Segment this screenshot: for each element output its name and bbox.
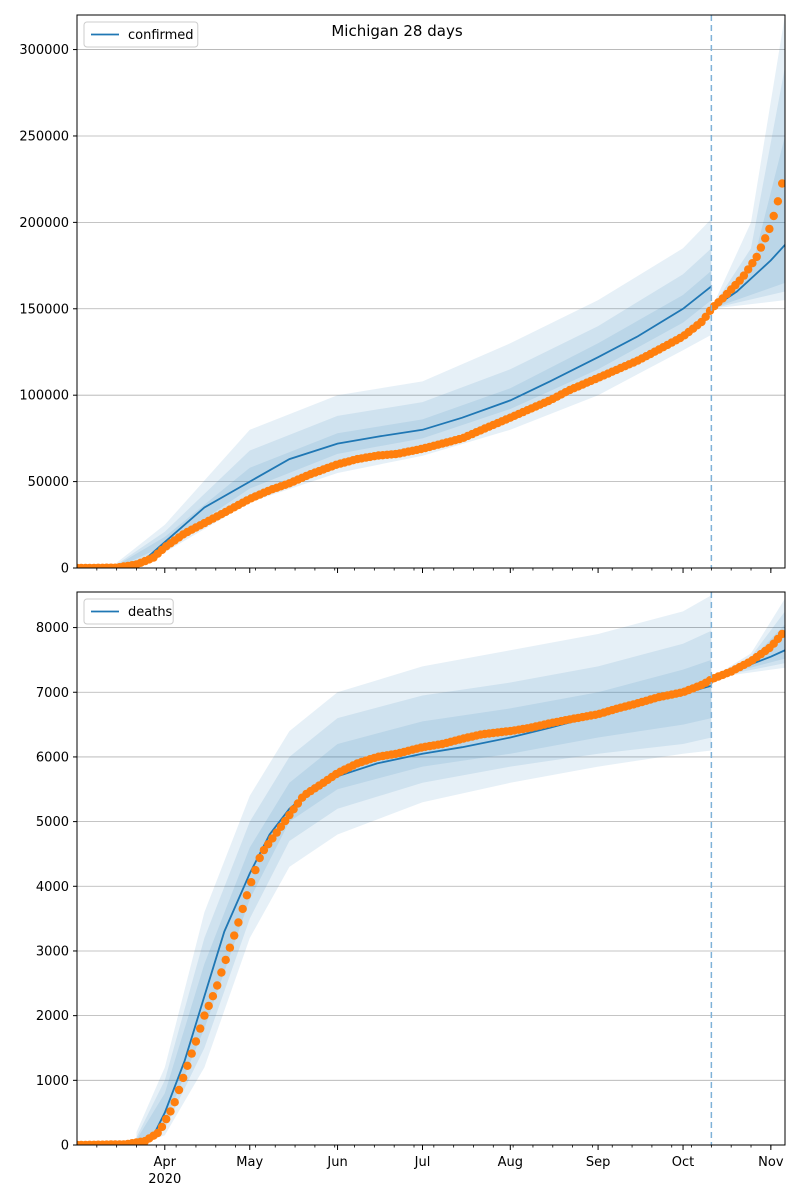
model-line	[77, 285, 712, 568]
uncertainty-band-1	[136, 630, 712, 1145]
observed-point-48	[276, 822, 286, 831]
legend: confirmed	[83, 21, 199, 48]
observed-point-19	[153, 1128, 162, 1138]
ytick-label-8: 8000	[36, 621, 69, 636]
ytick-label-4: 200000	[19, 216, 69, 231]
observed-point-165	[773, 197, 783, 206]
ytick-label-7: 7000	[36, 686, 69, 701]
observed-point-23	[170, 1098, 179, 1107]
ytick-label-0: 0	[61, 1139, 69, 1154]
observed-point-40	[242, 891, 252, 900]
uncertainty-band-4	[711, 66, 785, 309]
uncertainty-band-2	[136, 659, 712, 1145]
ytick-label-5: 250000	[19, 129, 69, 144]
xtick-label-oct: Oct	[672, 1155, 694, 1170]
ytick-label-1: 50000	[28, 475, 69, 490]
observed-point-24	[174, 1085, 184, 1095]
observed-point-166	[778, 179, 785, 188]
observed-point-51	[289, 805, 298, 814]
ytick-label-2: 2000	[36, 1009, 69, 1024]
observed-point-28	[191, 1037, 201, 1046]
observed-point-20	[157, 1122, 167, 1132]
xtick-label-apr: Apr	[154, 1155, 177, 1170]
observed-point-47	[272, 828, 281, 837]
observed-point-35	[221, 955, 230, 965]
observed-point-49	[281, 816, 290, 826]
xtick-label-aug: Aug	[498, 1155, 523, 1170]
observed-point-34	[217, 968, 226, 977]
observed-point-52	[293, 799, 303, 808]
observed-point-42	[251, 865, 260, 875]
observed-point-33	[213, 981, 222, 990]
observed-point-30	[200, 1011, 209, 1020]
legend-box	[83, 598, 174, 625]
observed-point-160	[752, 252, 761, 262]
deaths-panel: 0 1000 2000 3000 4000 5000 6000 7000 8000 Apr May J…	[36, 591, 786, 1187]
observed-point-163	[765, 224, 774, 234]
ytick-label-5: 5000	[36, 815, 69, 830]
observed-point-25	[179, 1073, 188, 1083]
observed-point-159	[748, 259, 757, 268]
xtick-year-label: 2020	[148, 1172, 181, 1187]
uncertainty-band-0	[136, 595, 712, 1145]
observed-point-148	[701, 312, 710, 321]
ytick-label-2: 100000	[19, 389, 69, 404]
plot-area	[77, 15, 785, 568]
observed-point-46	[268, 834, 277, 843]
observed-point-31	[204, 1001, 213, 1011]
observed-point-26	[183, 1061, 192, 1071]
xtick-label-jun: Jun	[326, 1155, 347, 1170]
observed-point-43	[255, 853, 264, 863]
observed-point-44	[259, 845, 269, 855]
observed-point-45	[264, 840, 273, 849]
observed-point-162	[761, 234, 770, 243]
observed-point-36	[225, 943, 235, 952]
legend-label: deaths	[128, 605, 173, 620]
ytick-label-3: 150000	[19, 302, 69, 317]
figure-title: Michigan 28 days	[331, 22, 462, 40]
legend-box	[83, 21, 199, 48]
axes-frame	[76, 14, 786, 569]
ytick-label-4: 4000	[36, 880, 69, 895]
uncertainty-band-4	[711, 611, 785, 678]
observed-point-164	[769, 211, 778, 221]
observed-point-161	[756, 243, 766, 252]
xtick-label-jul: Jul	[414, 1155, 431, 1170]
observed-point-39	[238, 904, 247, 914]
observed-point-157	[739, 271, 749, 280]
xtick-label-may: May	[236, 1155, 263, 1170]
ytick-label-3: 3000	[36, 944, 69, 959]
ytick-label-1: 1000	[36, 1074, 69, 1089]
plot-area	[77, 595, 785, 1145]
observed-point-166	[778, 629, 785, 639]
legend-label: confirmed	[128, 28, 194, 43]
legend: deaths	[83, 598, 174, 625]
observed-point-41	[247, 878, 256, 887]
uncertainty-band-0	[116, 218, 712, 568]
uncertainty-band-5	[711, 136, 785, 309]
xtick-label-nov: Nov	[758, 1155, 784, 1170]
observed-point-27	[187, 1049, 196, 1058]
ytick-label-6: 6000	[36, 750, 69, 765]
observed-point-21	[162, 1114, 171, 1124]
ytick-label-0: 0	[61, 562, 69, 577]
observed-point-29	[196, 1024, 205, 1033]
observed-point-22	[166, 1107, 175, 1116]
xtick-label-sep: Sep	[586, 1155, 611, 1170]
axes-frame	[76, 591, 786, 1146]
ytick-label-6: 300000	[19, 43, 69, 58]
observed-point-50	[285, 810, 294, 820]
observed-point-32	[208, 992, 218, 1001]
observed-point-37	[230, 931, 239, 940]
observed-point-158	[744, 265, 753, 274]
confirmed-panel: 0 50000 100000 150000 200000 250000 300000 conf…	[19, 14, 786, 577]
observed-point-38	[234, 918, 243, 927]
